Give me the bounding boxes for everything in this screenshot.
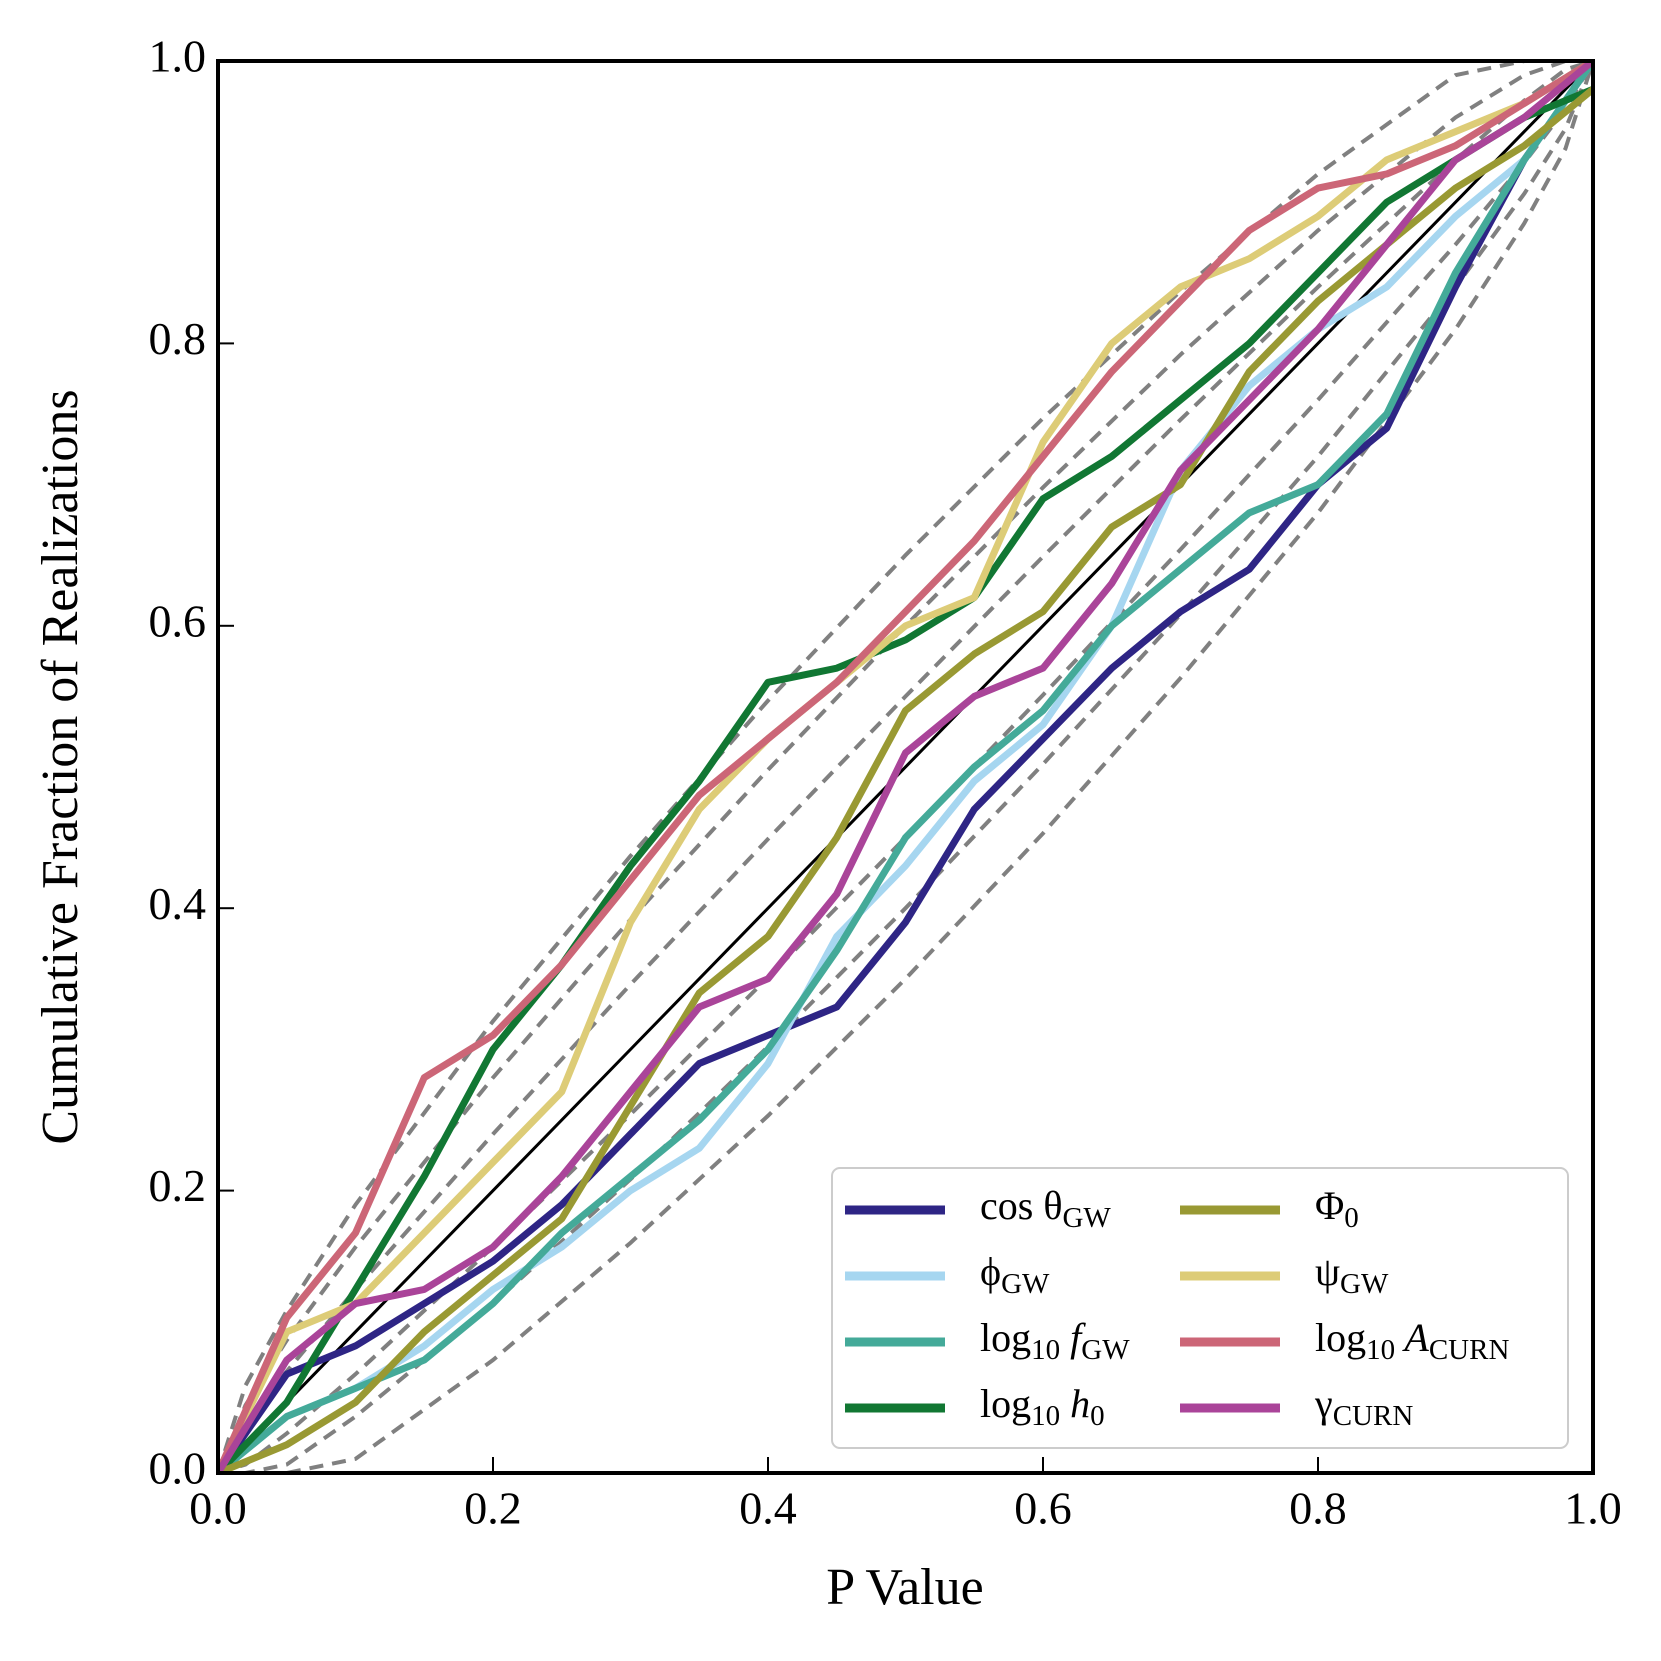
- y-tick-label: 0.4: [149, 878, 207, 929]
- x-axis-label: P Value: [826, 1559, 983, 1616]
- legend-label-subscript: CURN: [1429, 1334, 1510, 1366]
- legend-label-part: A: [1395, 1315, 1429, 1360]
- legend-label-subscript: GW: [1081, 1334, 1130, 1366]
- plot-area: [218, 61, 1593, 1473]
- confidence-band: [218, 61, 1593, 1473]
- confidence-band: [218, 61, 1593, 1473]
- confidence-band: [218, 61, 1593, 1473]
- y-axis-label: Cumulative Fraction of Realizations: [32, 389, 89, 1144]
- y-tick-label: 0.2: [149, 1160, 207, 1211]
- legend-label-part: h: [1060, 1381, 1090, 1426]
- legend-label: ψGW: [1315, 1249, 1389, 1299]
- legend-label-subscript: 0: [1090, 1400, 1105, 1432]
- series-line: [218, 61, 1593, 1473]
- y-tick-label: 0.6: [149, 595, 207, 646]
- legend-label: γCURN: [1314, 1381, 1413, 1431]
- x-tick-label: 0.8: [1289, 1483, 1347, 1534]
- series-line: [218, 61, 1593, 1473]
- legend-label-subscript: 10: [1366, 1334, 1395, 1366]
- legend-label-subscript: GW: [1001, 1268, 1050, 1300]
- legend-label: log10 fGW: [980, 1315, 1130, 1365]
- legend-label-subscript: CURN: [1333, 1400, 1414, 1432]
- legend-label-part: cos θ: [980, 1183, 1062, 1228]
- y-tick-label: 1.0: [149, 31, 207, 82]
- series-line: [218, 61, 1593, 1473]
- legend-label-part: log: [980, 1381, 1031, 1426]
- legend-label-subscript: 10: [1031, 1334, 1060, 1366]
- series-line: [218, 61, 1593, 1473]
- series-line: [218, 61, 1593, 1473]
- y-tick-label: 0.0: [149, 1443, 207, 1494]
- legend-label-part: Φ: [1315, 1183, 1344, 1228]
- legend-label-subscript: GW: [1062, 1202, 1111, 1234]
- axes-frame: [216, 59, 1595, 1475]
- legend-label-part: log: [1315, 1315, 1366, 1360]
- legend-label-part: ψ: [1315, 1249, 1340, 1294]
- legend-label-subscript: 0: [1344, 1202, 1359, 1234]
- legend-label-part: γ: [1314, 1381, 1333, 1426]
- legend-label-part: log: [980, 1315, 1031, 1360]
- legend-label: Φ0: [1315, 1183, 1359, 1233]
- legend-label: log10 h0: [980, 1381, 1105, 1431]
- x-tick-label: 0.6: [1014, 1483, 1072, 1534]
- x-tick-label: 1.0: [1564, 1483, 1622, 1534]
- legend-label-subscript: GW: [1340, 1268, 1389, 1300]
- legend-label: cos θGW: [980, 1183, 1111, 1233]
- diagonal: [218, 61, 1593, 1473]
- legend-label: ϕGW: [980, 1249, 1050, 1299]
- confidence-band: [218, 61, 1593, 1473]
- confidence-band: [218, 61, 1593, 1473]
- x-tick-label: 0.0: [189, 1483, 247, 1534]
- legend-box: [831, 1167, 1569, 1449]
- legend-label: log10 ACURN: [1315, 1315, 1509, 1365]
- series-line: [218, 86, 1593, 1473]
- x-tick-label: 0.2: [464, 1483, 522, 1534]
- series-line: [218, 86, 1593, 1473]
- x-tick-label: 0.4: [739, 1483, 797, 1534]
- legend-label-subscript: 10: [1031, 1400, 1060, 1432]
- legend-label-part: ϕ: [980, 1249, 1001, 1294]
- y-tick-label: 0.8: [149, 313, 207, 364]
